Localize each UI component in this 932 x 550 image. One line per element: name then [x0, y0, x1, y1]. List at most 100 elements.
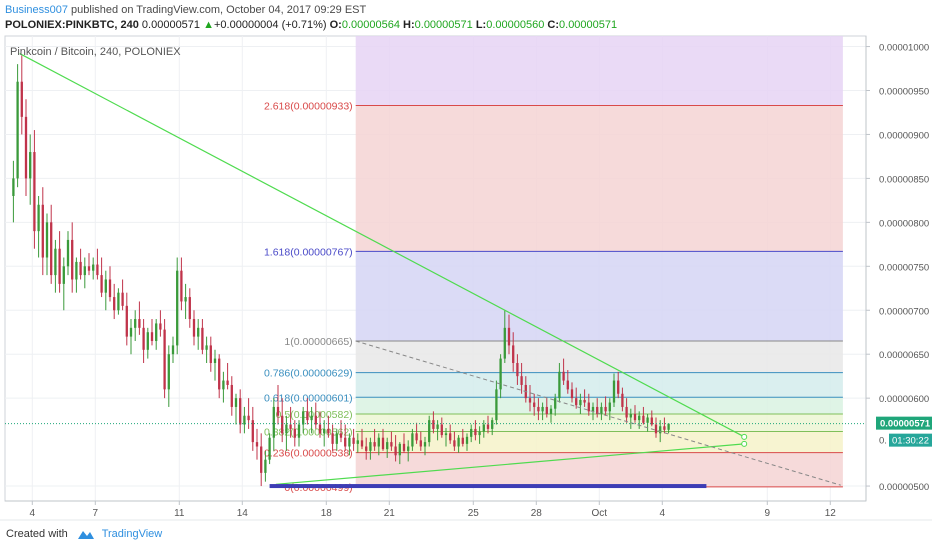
- candle-body: [29, 152, 32, 179]
- candle-body: [558, 371, 561, 399]
- price-tick-label: 0.00000850: [879, 174, 929, 185]
- candle-body: [268, 437, 271, 460]
- candle-body: [71, 239, 74, 280]
- low-label: L:: [475, 19, 487, 31]
- candle-body: [41, 204, 44, 258]
- fib-zone: [355, 397, 843, 414]
- candle-body: [491, 420, 494, 429]
- trendline-handle[interactable]: [741, 440, 748, 447]
- dashed-projection-line[interactable]: [355, 340, 841, 486]
- tradingview-link[interactable]: TradingView: [101, 528, 163, 540]
- candle-body: [314, 415, 317, 425]
- fib-zone: [355, 413, 843, 432]
- trendline-handle[interactable]: [741, 433, 748, 440]
- candle-body: [243, 415, 246, 425]
- last-price-badge: [876, 416, 932, 430]
- candle-body: [318, 424, 322, 434]
- author-link[interactable]: Business007: [5, 4, 68, 16]
- fib-zone: [355, 431, 843, 453]
- candle-body: [281, 415, 284, 434]
- candle-body: [176, 270, 179, 346]
- candle-body: [604, 406, 607, 412]
- candle-body: [356, 440, 359, 444]
- candle-body: [142, 327, 145, 350]
- price-tick-label: 0.00000700: [879, 306, 929, 317]
- candle-body: [461, 437, 464, 444]
- trendline[interactable]: [275, 443, 745, 485]
- candle-body: [612, 380, 616, 403]
- candle-body: [449, 433, 452, 441]
- candle-body: [537, 406, 540, 412]
- candle-body: [289, 424, 292, 429]
- candle-body: [180, 270, 183, 302]
- fib-zone: [355, 36, 843, 106]
- candle-body: [310, 415, 313, 421]
- candle-body: [440, 424, 443, 436]
- candle-body: [554, 398, 557, 409]
- time-tick-label: Oct: [592, 508, 608, 519]
- candle-body: [339, 433, 343, 438]
- candle-body: [575, 398, 578, 406]
- candle-body: [453, 440, 456, 447]
- fib-level-label: 0.5(0.00000582): [276, 409, 353, 421]
- last-price-text: 0.00000571: [141, 19, 201, 31]
- candle-body: [386, 442, 389, 450]
- candle-body: [79, 261, 82, 276]
- candle-body: [272, 406, 275, 438]
- price-tick-label: 0.00000650: [879, 350, 929, 361]
- bar-timer-badge: [889, 433, 932, 447]
- fib-level-label: 1.618(0.00000767): [264, 246, 353, 258]
- candle-body: [633, 413, 637, 421]
- candle-body: [667, 423, 670, 430]
- candle-body: [188, 297, 191, 320]
- candle-body: [579, 399, 582, 406]
- candle-body: [66, 239, 70, 267]
- candle-body: [20, 81, 23, 117]
- candle-body: [159, 323, 162, 330]
- candle-body: [642, 415, 645, 423]
- candle-body: [167, 354, 170, 390]
- candle-body: [432, 420, 435, 429]
- candle-body: [663, 426, 666, 430]
- candle-body: [293, 428, 296, 438]
- high-label: H:: [403, 19, 415, 31]
- price-tick-label-partial: 0.: [879, 436, 887, 447]
- time-tick-label: 18: [321, 508, 333, 519]
- time-tick-label: 25: [468, 508, 480, 519]
- candle-body: [222, 380, 225, 390]
- time-tick-label: 21: [384, 508, 396, 519]
- candle-body: [478, 431, 481, 436]
- candle-body: [218, 358, 221, 390]
- candle-body: [155, 323, 158, 342]
- candle-body: [251, 420, 254, 443]
- fib-level-label: 0.236(0.00000538): [264, 448, 353, 460]
- price-tick-label: 0.00000500: [879, 482, 929, 493]
- change-text: +0.00000004 (+0.71%): [214, 19, 327, 31]
- price-tick-label: 0.00000950: [879, 86, 929, 97]
- candle-body: [201, 327, 204, 350]
- candle-body: [360, 440, 364, 447]
- up-arrow-icon: ▲: [203, 19, 214, 31]
- close-value: 0.00000571: [559, 19, 618, 31]
- candle-body: [373, 442, 376, 447]
- trendline[interactable]: [19, 53, 745, 438]
- candle-body: [125, 305, 128, 337]
- candle-body: [646, 417, 649, 423]
- candle-body: [100, 275, 103, 293]
- publish-info: Business007 published on TradingView.com…: [5, 4, 366, 16]
- candle-body: [617, 380, 620, 394]
- candle-body: [650, 417, 653, 425]
- time-tick-label: 4: [660, 508, 666, 519]
- candle-body: [390, 442, 393, 447]
- fib-level-label: 2.618(0.00000933): [264, 100, 353, 112]
- candle-body: [436, 424, 439, 429]
- candle-body: [285, 424, 288, 434]
- candle-body: [146, 332, 149, 350]
- candle-body: [264, 459, 267, 473]
- candle-body: [516, 362, 519, 377]
- candle-body: [87, 266, 91, 271]
- candle-body: [297, 424, 301, 438]
- candle-body: [377, 437, 380, 447]
- time-tick-label: 4: [30, 508, 36, 519]
